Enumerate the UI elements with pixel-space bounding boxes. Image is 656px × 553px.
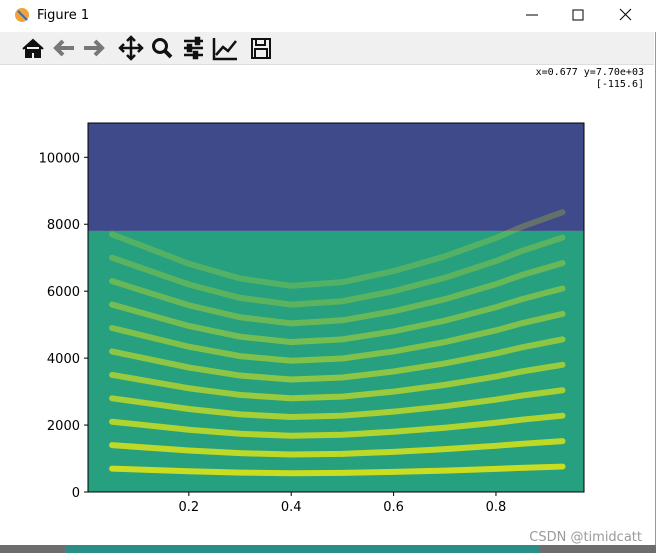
- x-tick-label: 0.6: [383, 500, 404, 515]
- harmonic-band: [109, 310, 566, 364]
- harmonic-band: [109, 438, 566, 458]
- spectrogram-high-band: [88, 123, 584, 231]
- back-button[interactable]: [53, 39, 74, 57]
- save-button[interactable]: [251, 38, 271, 59]
- y-tick-label: 6000: [47, 285, 80, 300]
- status-readout: x=0.677 y=7.70e+03 [-115.6]: [536, 67, 644, 91]
- zoom-button[interactable]: [152, 38, 173, 59]
- watermark: CSDN @timidcatt: [529, 530, 642, 545]
- f0-contour: [109, 463, 566, 477]
- status-line: x=0.677 y=7.70e+03: [535, 67, 644, 78]
- y-tick-label: 4000: [47, 352, 80, 367]
- app-icon-stroke: [17, 10, 28, 21]
- axes-frame: [87, 122, 585, 493]
- chart: 0.2 0.4 0.6 0.8 0 2000 4000 6000 8000 10000: [39, 122, 585, 515]
- toolbar-icons: [22, 35, 271, 61]
- y-tick-label: 8000: [47, 218, 80, 233]
- harmonic-band: [109, 234, 566, 308]
- harmonic-band: [109, 209, 566, 289]
- maximize-button[interactable]: [572, 9, 584, 21]
- status-line: [-115.6]: [595, 79, 644, 90]
- forward-button[interactable]: [84, 39, 105, 57]
- y-tick-label: 0: [72, 486, 80, 501]
- harmonic-band: [109, 285, 566, 346]
- harmonic-band: [109, 412, 566, 439]
- pan-button[interactable]: [118, 35, 144, 61]
- harmonic-band: [109, 336, 566, 383]
- configure-button[interactable]: [184, 36, 203, 60]
- title-icons: [15, 8, 632, 22]
- background-window: [65, 545, 540, 553]
- harmonic-band: [109, 260, 566, 327]
- y-tick-label: 10000: [39, 151, 80, 166]
- edit-axes-button[interactable]: [212, 38, 237, 61]
- title-bar: Figure 1: [0, 0, 656, 32]
- harmonic-band: [109, 387, 566, 421]
- y-tick-label: 2000: [47, 419, 80, 434]
- window-title: Figure 1: [37, 8, 90, 23]
- x-tick-label: 0.8: [486, 500, 507, 515]
- home-button[interactable]: [22, 38, 44, 58]
- x-tick-label: 0.4: [281, 500, 302, 515]
- harmonic-band: [109, 361, 566, 402]
- x-tick-label: 0.2: [178, 500, 199, 515]
- plot-area: [88, 123, 584, 492]
- toolbar: x=0.677 y=7.70e+03 [-115.6]: [0, 32, 654, 90]
- close-button[interactable]: [619, 8, 632, 21]
